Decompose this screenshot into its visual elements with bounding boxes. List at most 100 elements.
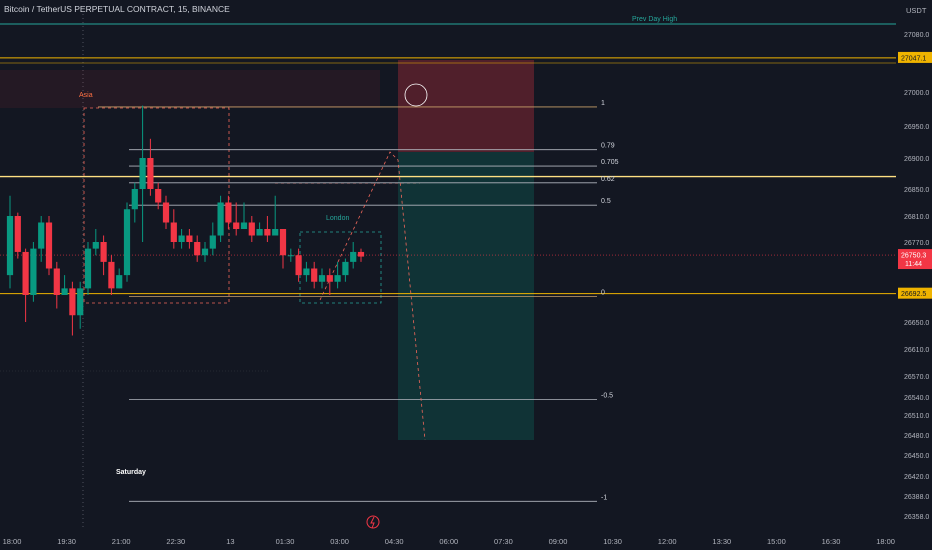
labels-layer: Prev Day High 1 0.79 0.705 0.62 0.5 0 -0.5 -1 Sat…: [116, 16, 677, 529]
candle-body-33: [264, 229, 271, 236]
x-tick-7: 04:30: [385, 537, 404, 546]
y-tick-10: 26570.0: [904, 374, 929, 381]
candle-body-17: [139, 158, 146, 189]
x-tick-4: 13: [226, 537, 234, 546]
price-axis[interactable]: USDT 27080.0 27000.0 26950.0 26900.0 26850.0 2…: [896, 0, 932, 550]
y-tick-11: 26540.0: [904, 395, 929, 402]
y-tick-6: 26770.0: [904, 240, 929, 247]
candle-body-28: [225, 202, 232, 223]
candle-body-11: [92, 242, 99, 249]
currency-label: USDT: [906, 6, 927, 15]
candle-body-24: [194, 242, 201, 256]
candle-body-7: [61, 288, 68, 295]
candle-body-37: [295, 255, 302, 276]
current-price-countdown: 11:44: [905, 261, 922, 268]
candle-body-13: [108, 261, 115, 289]
y-tick-2: 26950.0: [904, 124, 929, 131]
candle-body-21: [170, 222, 177, 242]
candle-body-32: [256, 229, 263, 236]
candle-body-9: [77, 288, 84, 316]
target-circle: [404, 83, 428, 107]
y-tick-3: 26900.0: [904, 156, 929, 163]
drawings-layer: Asia London: [0, 14, 896, 530]
candle-body-3: [30, 248, 37, 295]
asia-zone-shade: [0, 70, 380, 108]
x-tick-15: 16:30: [822, 537, 841, 546]
candle-body-39: [311, 268, 318, 282]
candle-body-31: [248, 222, 255, 236]
x-tick-14: 15:00: [767, 537, 786, 546]
stop-loss-zone: [398, 60, 534, 152]
x-tick-9: 07:30: [494, 537, 513, 546]
candle-body-42: [334, 275, 341, 282]
candle-body-10: [84, 248, 92, 289]
candle-body-6: [53, 268, 60, 295]
lightning-icon: [366, 515, 380, 529]
candles-layer: [6, 105, 365, 336]
axis-price-tag-0: [898, 51, 932, 63]
candle-body-15: [123, 209, 131, 276]
x-tick-1: 19:30: [57, 537, 76, 546]
annotation-saturday: Saturday: [116, 469, 146, 476]
candle-body-4: [38, 222, 45, 249]
x-tick-8: 06:00: [439, 537, 458, 546]
candle-body-38: [303, 268, 310, 276]
candle-body-45: [357, 251, 365, 257]
candle-body-44: [350, 251, 357, 262]
x-tick-12: 12:00: [658, 537, 677, 546]
x-tick-5: 01:30: [276, 537, 295, 546]
candle-body-19: [155, 189, 162, 203]
session-label-london: London: [326, 215, 349, 222]
axis-price-text-1: 26692.5: [901, 291, 926, 298]
session-label-asia: Asia: [79, 92, 93, 99]
y-tick-13: 26480.0: [904, 433, 929, 440]
x-tick-0: 18:00: [3, 537, 22, 546]
candle-body-30: [240, 222, 248, 229]
fib-label-7: -1: [601, 494, 607, 501]
candle-body-12: [100, 242, 107, 262]
price-axis-background: [896, 0, 932, 550]
time-axis[interactable]: 18:00 19:30 21:00 22:30 13 01:30 03:00 04:30 06:…: [0, 530, 932, 550]
candle-body-25: [201, 248, 209, 256]
candle-body-5: [45, 222, 53, 269]
fib-label-3: 0.62: [601, 176, 615, 183]
x-tick-6: 03:00: [330, 537, 349, 546]
london-session-box: [299, 231, 382, 304]
y-tick-15: 26420.0: [904, 474, 929, 481]
x-tick-2: 21:00: [112, 537, 131, 546]
y-tick-12: 26510.0: [904, 413, 929, 420]
x-tick-16: 18:00: [876, 537, 895, 546]
fib-label-1: 0.79: [601, 143, 615, 150]
candle-body-23: [186, 235, 193, 242]
candle-body-34: [272, 229, 279, 236]
axis-price-tag-1: [898, 287, 932, 299]
current-price-badge: [898, 249, 932, 270]
axis-price-text-0: 27047.1: [901, 55, 926, 62]
time-axis-background: [0, 530, 932, 550]
candle-body-43: [342, 261, 349, 276]
y-tick-16: 26388.0: [904, 494, 929, 501]
fib-label-0: 1: [601, 100, 605, 107]
candle-body-2: [22, 251, 29, 295]
candle-body-0: [6, 216, 14, 276]
candle-body-35: [279, 229, 287, 256]
y-tick-9: 26610.0: [904, 347, 929, 354]
y-tick-4: 26850.0: [904, 187, 929, 194]
y-tick-17: 26358.0: [904, 514, 929, 521]
y-tick-8: 26650.0: [904, 320, 929, 327]
candle-body-22: [178, 235, 185, 242]
candle-body-27: [217, 202, 224, 236]
chart-title: Bitcoin / TetherUS PERPETUAL CONTRACT, 1…: [4, 4, 230, 14]
y-tick-14: 26450.0: [904, 453, 929, 460]
candle-body-8: [69, 288, 76, 316]
y-tick-0: 27080.0: [904, 32, 929, 39]
lightning-bolt: [370, 516, 375, 529]
candle-body-40: [318, 275, 326, 282]
x-tick-11: 10:30: [603, 537, 622, 546]
x-tick-10: 09:00: [549, 537, 568, 546]
candle-body-18: [147, 158, 154, 189]
projection-path: [319, 151, 426, 441]
fib-label-6: -0.5: [601, 392, 613, 399]
candle-body-41: [326, 275, 333, 282]
